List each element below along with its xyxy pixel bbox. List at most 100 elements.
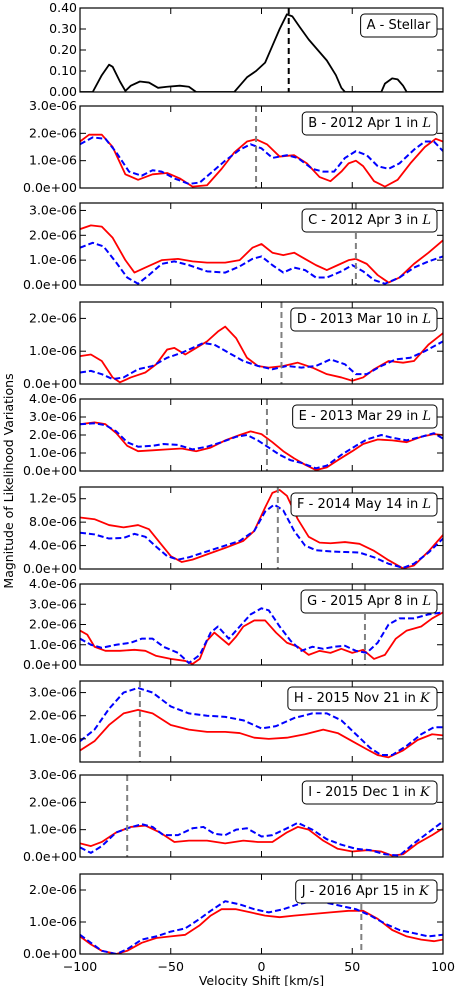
panel-label-frame xyxy=(287,686,438,711)
y-tick-label: 3.0e-06 xyxy=(29,98,77,113)
y-tick-label: 4.0e-06 xyxy=(29,391,77,406)
series-line-solid-red xyxy=(80,611,443,665)
y-tick-label: 1.0e-06 xyxy=(29,637,77,652)
y-tick-label: 1.2e-05 xyxy=(29,491,77,506)
y-tick-label: 2.0e-06 xyxy=(29,617,77,632)
panel-label-frame xyxy=(295,879,438,904)
panel-a: 0.00 0.10 0.20 0.30 0.40 A - Stellar xyxy=(49,0,444,99)
series-line-dashed-blue xyxy=(80,136,443,185)
panel-label: G - 2015 Apr 8 in L xyxy=(307,594,431,609)
x-tick-label: 100 xyxy=(431,959,455,974)
y-tick-label: 0.20 xyxy=(49,42,77,57)
panel-label-box: A - Stellar xyxy=(360,13,438,38)
x-tick-label: 50 xyxy=(344,959,360,974)
panel-label: F - 2014 May 14 in L xyxy=(297,497,431,512)
y-tick-label: 0.10 xyxy=(49,63,77,78)
series-line-dashed-blue xyxy=(80,900,443,954)
y-tick-label: 0.0e+00 xyxy=(23,277,77,292)
series-line-solid-red xyxy=(80,421,443,471)
y-tick-label: 8.0e-06 xyxy=(29,514,77,529)
y-tick-label: 1.0e-06 xyxy=(29,343,77,358)
panel-d: 0.0e+00 1.0e-06 2.0e-06 D - 2013 Mar 10 in … xyxy=(23,301,444,391)
series-line-solid-red xyxy=(80,489,443,569)
series-line-solid-red xyxy=(80,133,443,188)
panel-label-frame xyxy=(360,13,438,38)
series-line-solid-red xyxy=(80,325,443,384)
panel-label: H - 2015 Nov 21 in K xyxy=(294,691,431,706)
y-tick-label: 4.0e-06 xyxy=(29,538,77,553)
series-line-dashed-blue xyxy=(80,422,443,470)
y-tick-label: 0.0e+00 xyxy=(23,463,77,478)
series-line-dashed-blue xyxy=(80,503,443,569)
panel-label-frame xyxy=(301,111,438,136)
panel-label: I - 2015 Dec 1 in K xyxy=(308,785,431,800)
y-tick-label: 2.0e-06 xyxy=(29,227,77,242)
panel-label-box: C - 2012 Apr 3 in L xyxy=(301,208,438,233)
series-line-stellar-black xyxy=(80,13,443,92)
y-tick-label: 0.0e+00 xyxy=(23,946,77,961)
panel-label: B - 2012 Apr 1 in L xyxy=(308,116,431,131)
y-tick-label: 1.0e-06 xyxy=(29,252,77,267)
panel-c: 0.0e+00 1.0e-06 2.0e-06 3.0e-06 C - 2012 Apr… xyxy=(23,202,444,292)
panel-label-box: I - 2015 Dec 1 in K xyxy=(301,780,438,805)
y-axis-label: Magnitude of Likelihood Variations xyxy=(1,373,16,588)
y-tick-label: 1.0e-06 xyxy=(29,914,77,929)
y-tick-label: 0.0e+00 xyxy=(23,657,77,672)
y-tick-label: 0.30 xyxy=(49,21,77,36)
panel-f: 0.0e+00 4.0e-06 8.0e-06 1.2e-05 F - 2014 May… xyxy=(23,486,444,576)
y-tick-label: 3.0e-06 xyxy=(29,596,77,611)
y-tick-label: 0.0e+00 xyxy=(23,376,77,391)
panel-label-box: E - 2013 Mar 29 in L xyxy=(292,404,438,429)
y-tick-label: 0.00 xyxy=(49,84,77,99)
series-line-dashed-blue xyxy=(80,820,443,857)
y-tick-label: 3.0e-06 xyxy=(29,685,77,700)
y-tick-label: 1.0e-06 xyxy=(29,153,77,168)
panel-label-frame xyxy=(292,404,438,429)
panel-label: C - 2012 Apr 3 in L xyxy=(308,213,431,228)
panel-i: 0.0e+00 1.0e-06 2.0e-06 3.0e-06 I - 2015 Dec… xyxy=(23,767,444,864)
panel-label-box: B - 2012 Apr 1 in L xyxy=(301,111,438,136)
y-tick-label: 2.0e-06 xyxy=(29,310,77,325)
panel-label-box: J - 2016 Apr 15 in K xyxy=(295,879,438,904)
panel-label-frame xyxy=(301,208,438,233)
series-line-solid-red xyxy=(80,709,443,759)
y-tick-label: 2.0e-06 xyxy=(29,882,77,897)
series-line-solid-red xyxy=(80,224,443,284)
panels-group: 0.00 0.10 0.20 0.30 0.40 A - Stellar 0.0e+00 1.… xyxy=(23,0,455,974)
panel-g: 0.0e+00 1.0e-06 2.0e-06 3.0e-06 4.0e-06 G - 2… xyxy=(23,576,444,672)
y-tick-label: 2.0e-06 xyxy=(29,708,77,723)
panel-label-box: H - 2015 Nov 21 in K xyxy=(287,686,438,711)
y-tick-label: 3.0e-06 xyxy=(29,409,77,424)
panel-label-frame xyxy=(300,589,438,614)
y-tick-label: 2.0e-06 xyxy=(29,794,77,809)
series-line-dashed-blue xyxy=(80,686,443,757)
x-axis-label: Velocity Shift [km/s] xyxy=(199,973,324,986)
y-tick-label: 2.0e-06 xyxy=(29,125,77,140)
x-tick-label: −100 xyxy=(63,959,97,974)
panel-label-box: D - 2013 Mar 10 in L xyxy=(290,307,438,332)
y-tick-label: 0.0e+00 xyxy=(23,849,77,864)
series-line-dashed-blue xyxy=(80,340,443,381)
y-tick-label: 1.0e-06 xyxy=(29,445,77,460)
panel-label: D - 2013 Mar 10 in L xyxy=(297,312,431,327)
panel-label-frame xyxy=(301,780,438,805)
panel-h: 1.0e-06 2.0e-06 3.0e-06 H - 2015 Nov 21 in … xyxy=(29,680,444,763)
y-tick-label: 3.0e-06 xyxy=(29,767,77,782)
x-tick-labels: −100 −50 0 50 100 xyxy=(63,959,455,974)
panel-label: A - Stellar xyxy=(367,18,431,33)
y-tick-label: 0.0e+00 xyxy=(23,180,77,195)
y-tick-label: 4.0e-06 xyxy=(29,576,77,591)
series-line-solid-red xyxy=(80,908,443,954)
panel-label-box: G - 2015 Apr 8 in L xyxy=(300,589,438,614)
panel-label: E - 2013 Mar 29 in L xyxy=(299,409,431,424)
panel-j: 0.0e+00 1.0e-06 2.0e-06 J - 2016 Apr 15 in … xyxy=(23,873,444,961)
series-line-dashed-blue xyxy=(80,241,443,285)
y-tick-label: 0.0e+00 xyxy=(23,561,77,576)
panel-label-frame xyxy=(290,492,438,517)
y-tick-label: 0.40 xyxy=(49,0,77,15)
y-tick-label: 3.0e-06 xyxy=(29,202,77,217)
x-tick-label: −50 xyxy=(158,959,184,974)
panel-label: J - 2016 Apr 15 in K xyxy=(301,884,430,899)
y-tick-label: 1.0e-06 xyxy=(29,731,77,746)
